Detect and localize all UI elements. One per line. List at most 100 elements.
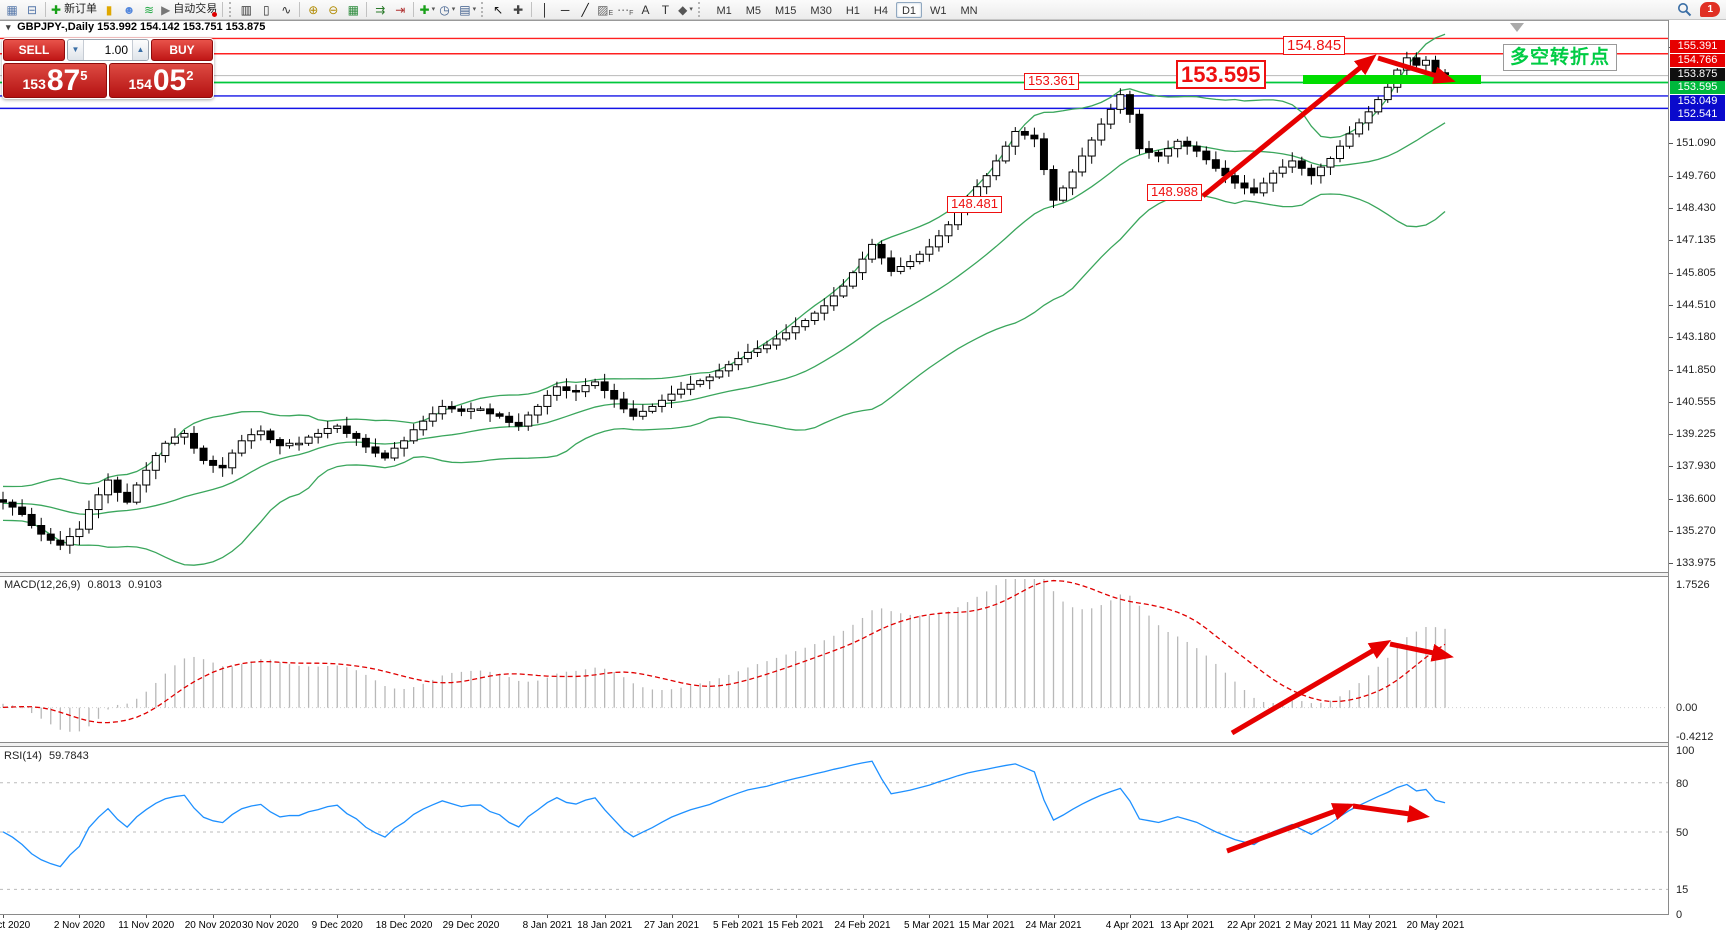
- text-button[interactable]: A: [635, 1, 655, 19]
- toolbar-grip[interactable]: [229, 2, 233, 17]
- timeframe-button-mn[interactable]: MN: [960, 4, 978, 17]
- bars-chart-button[interactable]: ▥: [236, 1, 256, 19]
- price-badge: 153.049: [1670, 94, 1725, 108]
- equidistant-channel-button[interactable]: ▨ E: [595, 1, 615, 19]
- volume-increase-button[interactable]: ▲: [132, 40, 148, 60]
- date-tick-mark: [986, 915, 988, 918]
- chart-shift-button[interactable]: ⇥: [390, 1, 410, 19]
- chevron-down-icon: ▾: [451, 6, 456, 13]
- chevron-down-icon: ▾: [431, 6, 436, 13]
- toolbar-right: 1: [1677, 2, 1720, 17]
- templates-button[interactable]: ▤ ▾: [457, 1, 478, 19]
- toolbar-grip[interactable]: [481, 2, 485, 17]
- toolbar-separator: [366, 2, 368, 17]
- axis-tick-mark: [1669, 498, 1673, 500]
- rsi-axis-label: 100: [1676, 745, 1695, 757]
- tile-windows-button[interactable]: ▦: [343, 1, 363, 19]
- timeframe-toolbar: M1 M5 M15 M30 H1 H4 D1 W1 MN: [709, 1, 984, 18]
- auto-scroll-button[interactable]: ⇉: [370, 1, 390, 19]
- signals-button[interactable]: ≋: [139, 1, 159, 19]
- line-chart-icon: ∿: [281, 2, 292, 17]
- price-axis[interactable]: 155.010151.090149.760148.430147.135145.8…: [1668, 20, 1726, 921]
- buy-button[interactable]: BUY: [151, 39, 213, 61]
- data-window-button[interactable]: ⊟: [22, 1, 42, 19]
- toolbar-separator: [45, 2, 46, 17]
- equidistant-channel-icon-sub: E: [608, 10, 614, 17]
- chart-title: ▾ GBPJPY-,Daily 153.992 154.142 153.751 …: [6, 21, 265, 33]
- vline-button[interactable]: │: [535, 1, 555, 19]
- pane-separator[interactable]: [0, 572, 1668, 577]
- volume-decrease-button[interactable]: ▼: [68, 40, 84, 60]
- rsi-pane[interactable]: [0, 747, 1668, 914]
- cn-annotation: 多空转折点: [1503, 44, 1617, 71]
- date-axis[interactable]: 22 Oct 2020 2 Nov 2020 11 Nov 2020 20 Nov 2…: [0, 914, 1668, 935]
- timeframe-button-h1[interactable]: H1: [845, 4, 860, 17]
- date-tick-mark: [738, 915, 740, 918]
- periods-button[interactable]: ◷ ▾: [437, 1, 457, 19]
- line-chart-button[interactable]: ∿: [276, 1, 296, 19]
- timeframe-button-m1[interactable]: M1: [716, 4, 732, 17]
- macd-pane[interactable]: [0, 577, 1668, 742]
- shapes-button[interactable]: ◆ ▾: [675, 1, 695, 19]
- price-badge: 153.595: [1670, 81, 1725, 95]
- market-watch-button[interactable]: ☻: [119, 1, 139, 19]
- axis-tick-mark: [1669, 401, 1673, 403]
- timeframe-button-m5[interactable]: M5: [745, 4, 762, 17]
- volume-input[interactable]: [84, 40, 132, 60]
- buy-price-tile[interactable]: 154 05 2: [109, 63, 213, 98]
- toolbar-grip[interactable]: [698, 2, 702, 17]
- trendline-button[interactable]: ╱: [575, 1, 595, 19]
- rsi-axis-label: 15: [1676, 884, 1689, 897]
- date-tick-mark: [795, 915, 797, 918]
- history-center-button[interactable]: ▮: [99, 1, 119, 19]
- fibonacci-button[interactable]: ⋯ F: [615, 1, 635, 19]
- sell-button[interactable]: SELL: [3, 39, 65, 61]
- price-tick-label: 151.090: [1676, 137, 1716, 149]
- price-badge: 152.541: [1670, 108, 1725, 122]
- trendline-icon: ╱: [581, 2, 589, 17]
- text-icon: A: [641, 2, 650, 17]
- new-order-button[interactable]: ✚ 新订单: [49, 1, 99, 19]
- indicators-button[interactable]: ✚ ▾: [417, 1, 437, 19]
- price-tick-label: 145.805: [1676, 266, 1716, 279]
- toolbar: ▦ ⊟ ✚ 新订单 ▮ ☻ ≋ ▶ 自动交易 ▥ ▯ ∿ ⊕ ⊖ ▦ ⇉ ⇥ ✚ ▾ ◷ ▾ ▤ ▾ ↖ ✚ │ ─ ╱ ▨ E ⋯ F A T ◆…: [0, 0, 1726, 20]
- bars-chart-icon: ▥: [240, 2, 252, 17]
- axis-tick-mark: [1669, 208, 1673, 210]
- date-tick-label: 4 Apr 2021: [1105, 920, 1155, 931]
- main-price-chart[interactable]: [0, 20, 1668, 572]
- data-window-icon: ⊟: [26, 2, 38, 17]
- volume-control: ▼ ▲: [67, 39, 149, 61]
- charts-window-icon: ▦: [6, 2, 18, 17]
- zoom-out-button[interactable]: ⊖: [323, 1, 343, 19]
- label-button[interactable]: T: [655, 1, 675, 19]
- date-tick-label: 18 Jan 2021: [577, 920, 633, 931]
- charts-window-button[interactable]: ▦: [2, 1, 22, 19]
- candles-chart-icon: ▯: [262, 2, 270, 17]
- timeframe-button-h4[interactable]: H4: [873, 4, 888, 17]
- date-tick-mark: [337, 915, 339, 918]
- candles-chart-button[interactable]: ▯: [256, 1, 276, 19]
- date-tick-mark: [213, 915, 215, 918]
- crosshair-button[interactable]: ✚: [508, 1, 528, 19]
- zoom-in-button[interactable]: ⊕: [303, 1, 323, 19]
- axis-tick-mark: [1669, 175, 1673, 177]
- sell-price-tile[interactable]: 153 87 5: [3, 63, 107, 98]
- axis-tick-mark: [1669, 434, 1673, 436]
- rsi-axis-label: 0: [1676, 909, 1683, 921]
- axis-tick-mark: [1669, 240, 1673, 242]
- pane-separator[interactable]: [0, 742, 1668, 747]
- one-click-trading-panel: SELL ▼ ▲ BUY 153 87 5 154 05 2: [2, 38, 214, 99]
- notification-badge[interactable]: 1: [1700, 2, 1720, 17]
- search-icon[interactable]: [1677, 2, 1692, 17]
- new-order-label: 新订单: [64, 3, 98, 15]
- timeframe-button-d1[interactable]: D1: [895, 1, 923, 18]
- auto-trading-button[interactable]: ▶ 自动交易: [159, 1, 219, 19]
- cursor-button[interactable]: ↖: [488, 1, 508, 19]
- timeframe-button-m30[interactable]: M30: [810, 4, 832, 17]
- rsi-name: RSI(14): [4, 750, 42, 762]
- timeframe-button-w1[interactable]: W1: [930, 4, 947, 17]
- timeframe-button-m15[interactable]: M15: [775, 4, 797, 17]
- label-icon: T: [661, 2, 670, 17]
- hline-button[interactable]: ─: [555, 1, 575, 19]
